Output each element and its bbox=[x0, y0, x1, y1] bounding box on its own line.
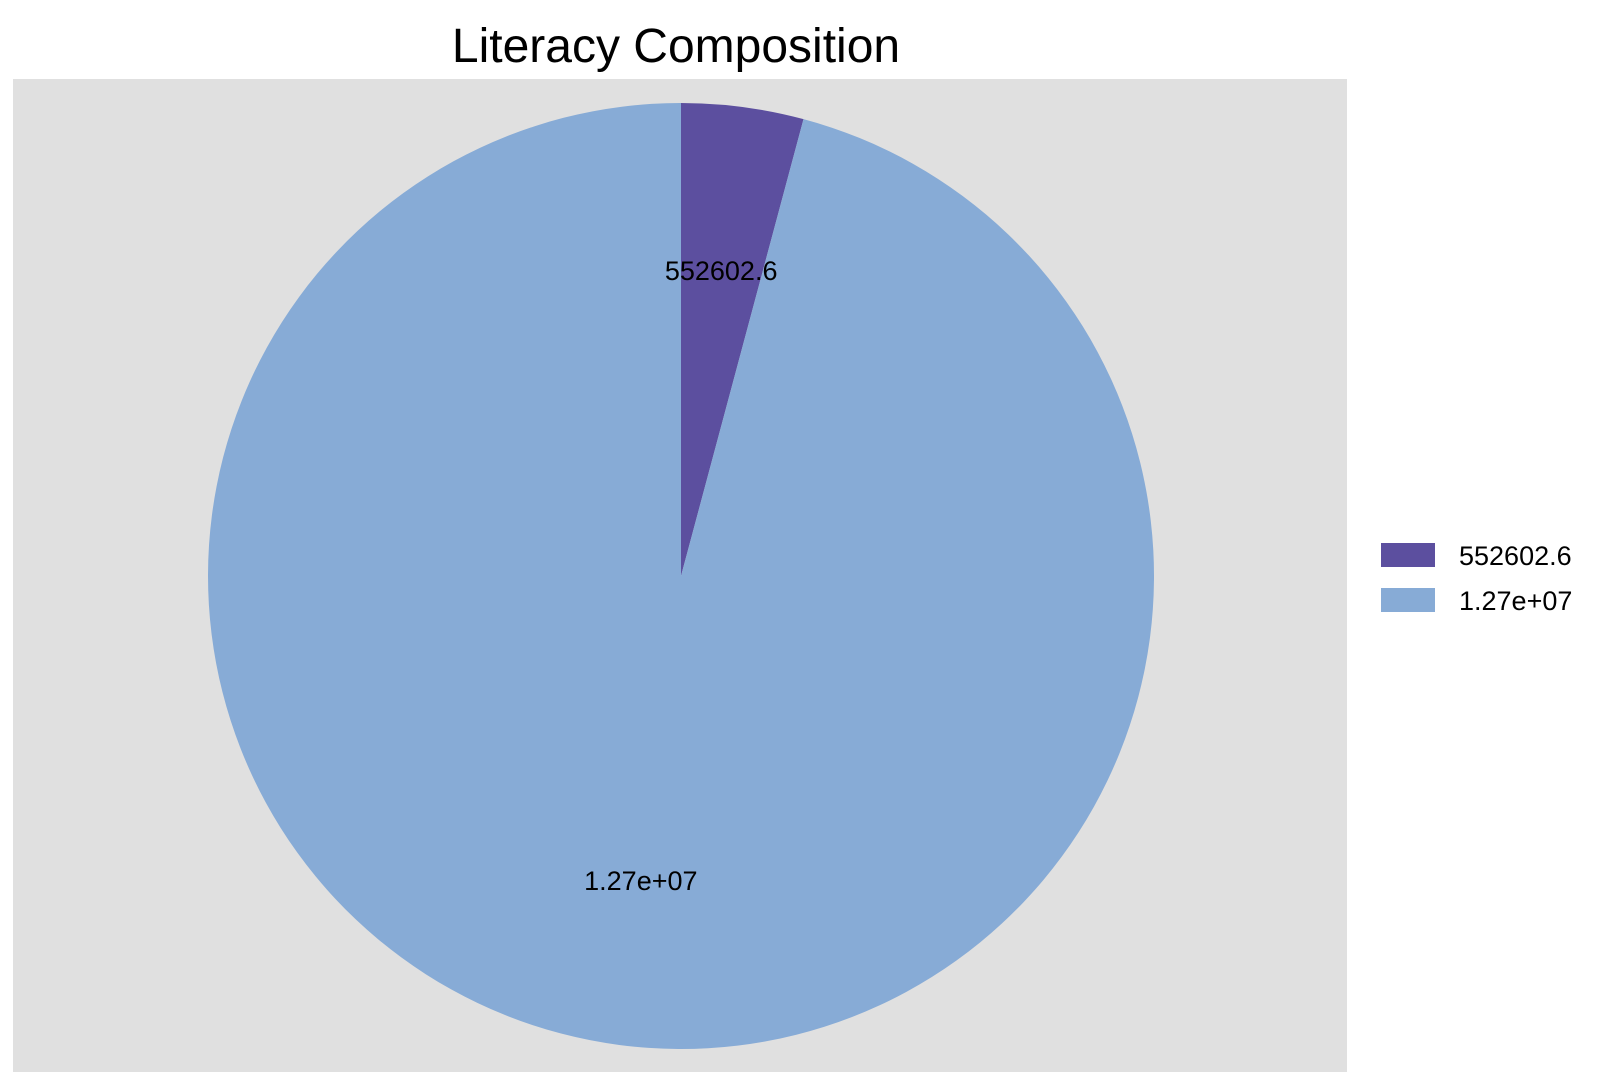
pie-slice-labels: 552602.6 1.27e+07 bbox=[584, 256, 777, 896]
chart-title: Literacy Composition bbox=[452, 20, 900, 73]
legend-label: 552602.6 bbox=[1459, 541, 1572, 571]
pie-slice-label: 1.27e+07 bbox=[584, 866, 697, 896]
pie-slice bbox=[681, 103, 804, 576]
legend-key bbox=[1381, 588, 1435, 612]
pie-slice-label: 552602.6 bbox=[665, 256, 778, 286]
legend-label: 1.27e+07 bbox=[1459, 586, 1572, 616]
pie-slice bbox=[208, 103, 1155, 1049]
legend: 552602.6 1.27e+07 bbox=[1381, 541, 1572, 616]
pie-slices bbox=[208, 103, 1155, 1049]
legend-key bbox=[1381, 543, 1435, 567]
